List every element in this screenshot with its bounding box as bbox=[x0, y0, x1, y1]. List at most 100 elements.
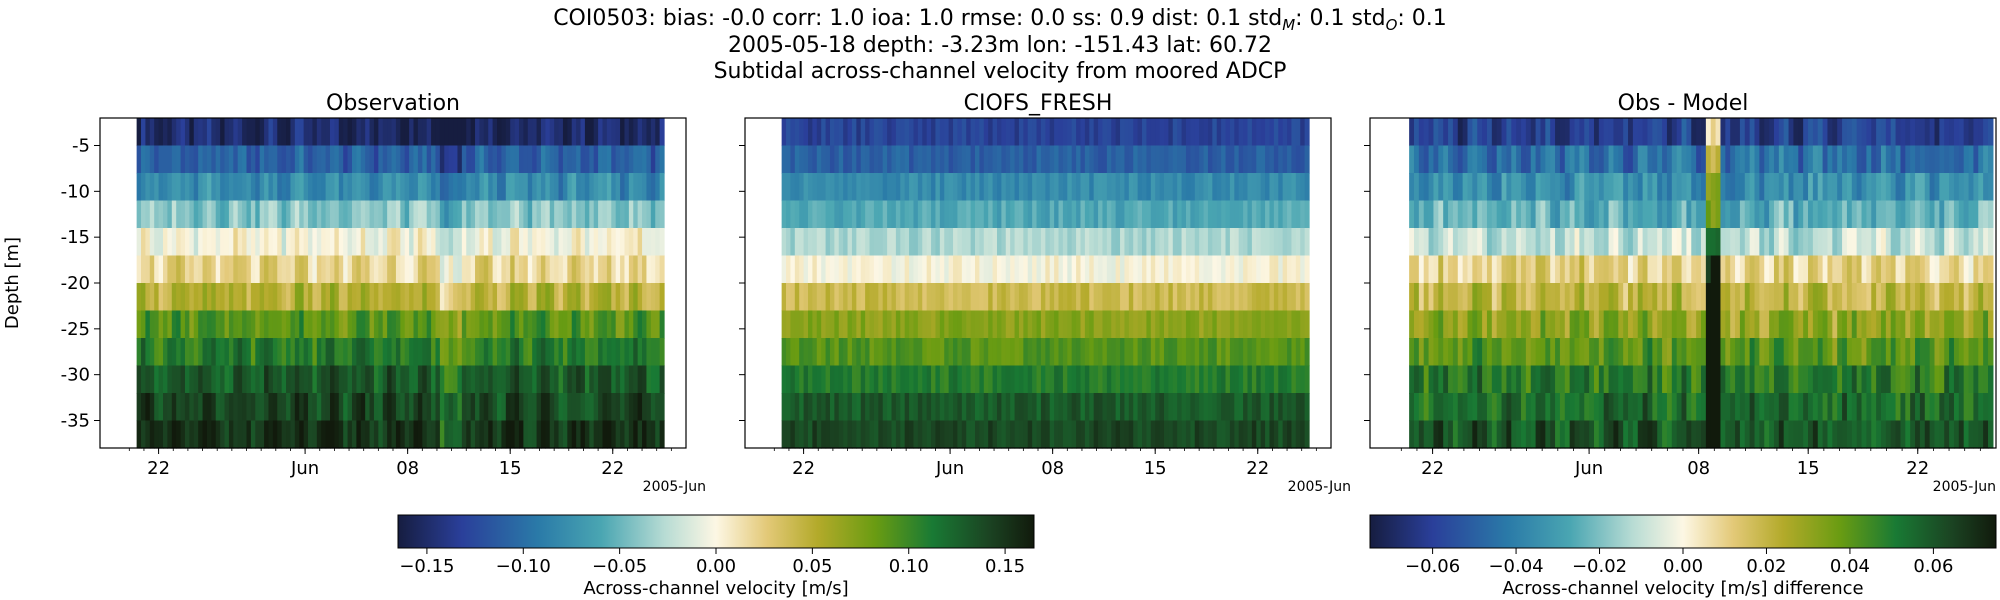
heatmap-cell bbox=[558, 393, 564, 422]
heatmap-cell bbox=[1304, 420, 1310, 449]
heatmap-cell bbox=[312, 365, 318, 394]
heatmap-cell bbox=[549, 365, 555, 394]
heatmap-cell bbox=[1516, 420, 1522, 449]
heatmap-cell bbox=[316, 200, 322, 229]
heatmap-cell bbox=[1569, 145, 1576, 174]
heatmap-cell bbox=[549, 145, 555, 174]
heatmap-cell bbox=[1282, 118, 1288, 147]
heatmap-cell bbox=[567, 228, 573, 257]
heatmap-cell bbox=[176, 118, 182, 147]
heatmap-cell bbox=[1216, 200, 1222, 229]
heatmap-cell bbox=[281, 420, 287, 449]
heatmap-cell bbox=[193, 200, 199, 229]
heatmap-cell bbox=[325, 338, 331, 367]
heatmap-cell bbox=[154, 365, 160, 394]
heatmap-cell bbox=[549, 283, 555, 312]
heatmap-cell bbox=[1905, 118, 1911, 147]
heatmap-cell bbox=[1027, 228, 1033, 257]
heatmap-cell bbox=[567, 420, 573, 449]
heatmap-cell bbox=[1686, 338, 1692, 367]
heatmap-cell bbox=[1934, 255, 1940, 284]
heatmap-cell bbox=[1062, 283, 1068, 312]
heatmap-cell bbox=[781, 145, 787, 174]
heatmap-cell bbox=[1036, 228, 1042, 257]
heatmap-cell bbox=[838, 118, 844, 147]
heatmap-cell bbox=[1973, 365, 1979, 394]
heatmap-cell bbox=[206, 420, 212, 449]
heatmap-cell bbox=[1880, 393, 1887, 422]
heatmap-cell bbox=[1438, 228, 1444, 257]
heatmap-cell bbox=[1071, 393, 1077, 422]
heatmap-cell bbox=[373, 118, 379, 147]
heatmap-cell bbox=[246, 338, 252, 367]
heatmap-cell bbox=[1234, 283, 1240, 312]
heatmap-cell bbox=[540, 310, 546, 339]
heatmap-cell bbox=[518, 173, 524, 202]
heatmap-cell bbox=[409, 338, 415, 367]
heatmap-cell bbox=[1163, 310, 1169, 339]
heatmap-cell bbox=[1418, 420, 1425, 449]
heatmap-cell bbox=[1133, 420, 1139, 449]
heatmap-cell bbox=[154, 200, 160, 229]
heatmap-cell bbox=[803, 228, 809, 257]
heatmap-cell bbox=[417, 420, 423, 449]
heatmap-cell bbox=[1457, 145, 1464, 174]
heatmap-cell bbox=[290, 283, 296, 312]
heatmap-cell bbox=[1098, 118, 1104, 147]
heatmap-cell bbox=[869, 310, 875, 339]
heatmap-cell bbox=[1832, 145, 1838, 174]
heatmap-cell bbox=[598, 393, 604, 422]
heatmap-cell bbox=[330, 118, 335, 147]
heatmap-cell bbox=[970, 255, 976, 284]
heatmap-cell bbox=[891, 310, 897, 339]
heatmap-cell bbox=[497, 338, 502, 367]
heatmap-cell bbox=[1652, 420, 1658, 449]
heatmap-cell bbox=[1593, 118, 1600, 147]
heatmap-cell bbox=[821, 393, 827, 422]
heatmap-cell bbox=[611, 283, 617, 312]
heatmap-cell bbox=[1014, 310, 1020, 339]
heatmap-cell bbox=[1433, 145, 1439, 174]
heatmap-cell bbox=[1137, 200, 1143, 229]
heatmap-cell bbox=[1225, 365, 1231, 394]
heatmap-cell bbox=[259, 310, 265, 339]
heatmap-cell bbox=[1036, 283, 1042, 312]
heatmap-cell bbox=[417, 118, 423, 147]
heatmap-cell bbox=[1963, 145, 1970, 174]
heatmap-cell bbox=[1115, 365, 1121, 394]
heatmap-cell bbox=[1027, 118, 1033, 147]
heatmap-cell bbox=[655, 365, 661, 394]
heatmap-cell bbox=[953, 173, 959, 202]
heatmap-cell bbox=[1001, 255, 1007, 284]
heatmap-cell bbox=[786, 338, 792, 367]
heatmap-cell bbox=[536, 145, 542, 174]
heatmap-cell bbox=[1963, 338, 1970, 367]
heatmap-cell bbox=[1265, 118, 1271, 147]
heatmap-cell bbox=[948, 393, 954, 422]
heatmap-cell bbox=[624, 255, 630, 284]
heatmap-cell bbox=[1462, 420, 1469, 449]
heatmap-cell bbox=[198, 283, 204, 312]
heatmap-cell bbox=[1300, 200, 1306, 229]
heatmap-cell bbox=[1203, 310, 1209, 339]
heatmap-cell bbox=[286, 393, 292, 422]
heatmap-cell bbox=[198, 200, 204, 229]
heatmap-cell bbox=[268, 255, 274, 284]
heatmap-cell bbox=[939, 393, 945, 422]
heatmap-cell bbox=[1798, 283, 1804, 312]
heatmap-cell bbox=[1837, 145, 1843, 174]
heatmap-cell bbox=[1243, 118, 1249, 147]
heatmap-cell bbox=[1642, 365, 1649, 394]
heatmap-cell bbox=[1304, 365, 1310, 394]
heatmap-cell bbox=[1433, 255, 1439, 284]
heatmap-cell bbox=[1482, 200, 1488, 229]
heatmap-cell bbox=[1010, 255, 1016, 284]
heatmap-cell bbox=[1773, 228, 1780, 257]
heatmap-cell bbox=[567, 145, 573, 174]
heatmap-cell bbox=[957, 228, 963, 257]
heatmap-cell bbox=[1749, 145, 1756, 174]
heatmap-cell bbox=[426, 118, 432, 147]
heatmap-cell bbox=[1287, 200, 1293, 229]
heatmap-cell bbox=[1452, 228, 1459, 257]
heatmap-cell bbox=[1040, 200, 1046, 229]
